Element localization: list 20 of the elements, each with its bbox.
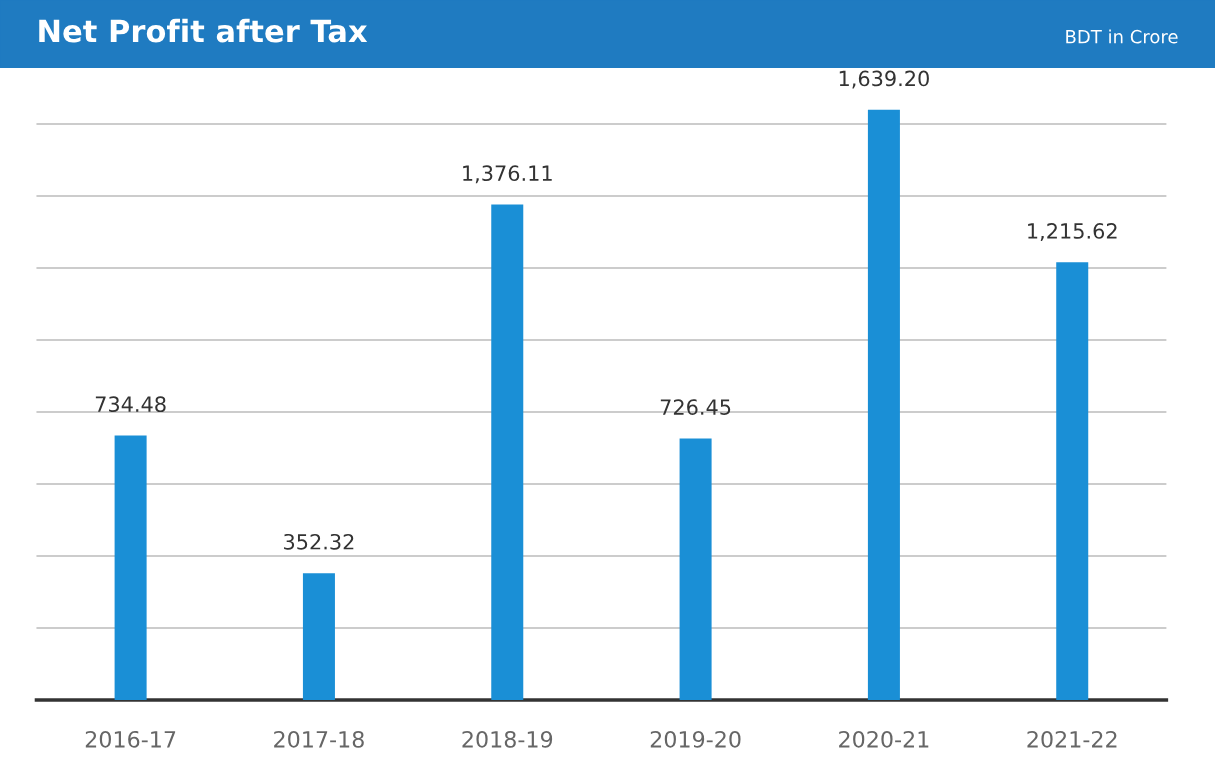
bar	[302, 573, 335, 700]
bar	[114, 435, 147, 700]
bar	[1056, 262, 1089, 700]
x-tick-label: 2019-20	[650, 730, 741, 748]
bar	[679, 438, 712, 700]
data-label: 734.48	[95, 396, 166, 413]
data-label: 1,215.62	[1028, 223, 1117, 241]
x-tick-label: 2017-18	[274, 730, 364, 748]
chart-subtitle: BDT in Crore	[1066, 29, 1178, 44]
data-label: 352.32	[284, 533, 354, 550]
data-label: 1,639.20	[839, 70, 929, 89]
x-tick-label: 2021-22	[1027, 730, 1117, 748]
bar	[867, 109, 900, 700]
x-tick-label: 2018-19	[462, 730, 553, 748]
data-label: 1,376.11	[463, 165, 552, 184]
x-tick-label: 2016-17	[85, 730, 176, 748]
bar	[491, 204, 524, 700]
data-label: 726.45	[660, 399, 731, 415]
chart-title: Net Profit after Tax	[39, 18, 368, 43]
x-tick-label: 2020-21	[839, 730, 929, 748]
